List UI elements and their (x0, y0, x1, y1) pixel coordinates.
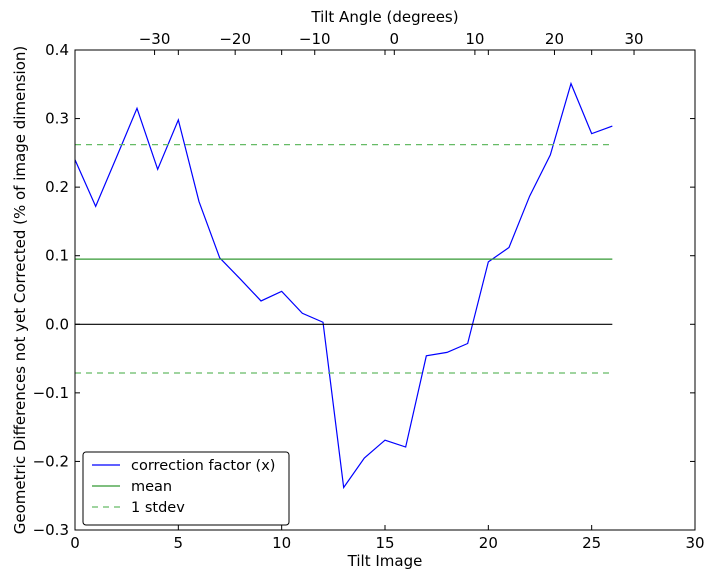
legend: correction factor (x) mean 1 stdev (82, 451, 290, 526)
x-tick-label: 5 (174, 534, 184, 552)
series-correction-factor-x (74, 81, 613, 490)
y-tick-label: −0.2 (33, 452, 69, 470)
legend-box (82, 451, 290, 526)
series-layer (74, 81, 613, 490)
x2-tick-label: 20 (545, 30, 564, 48)
y-axis-label: Geometric Differences not yet Corrected … (11, 46, 29, 535)
x-axis-label: Tilt Image (347, 552, 423, 570)
y-tick-label: 0.3 (45, 110, 69, 128)
x2-tick-label: −30 (139, 30, 171, 48)
x-tick-label: 30 (685, 534, 704, 552)
y-tick-label: −0.1 (33, 384, 69, 402)
x-tick-label: 25 (582, 534, 601, 552)
x2-tick-label: 0 (390, 30, 400, 48)
x-tick-label: 20 (479, 534, 498, 552)
legend-label: correction factor (x) (131, 458, 275, 474)
y-tick-label: 0.0 (45, 315, 69, 333)
x-tick-label: 10 (272, 534, 291, 552)
x2-tick-label: −20 (219, 30, 251, 48)
y-tick-label: 0.2 (45, 178, 69, 196)
y-tick-label: −0.3 (33, 521, 69, 539)
x2-tick-label: −10 (299, 30, 331, 48)
x2-tick-label: 10 (465, 30, 484, 48)
top-axis-label: Tilt Angle (degrees) (310, 8, 458, 26)
x2-tick-label: 30 (624, 30, 643, 48)
legend-label: mean (131, 479, 172, 495)
x-tick-label: 15 (375, 534, 394, 552)
ticks-layer: 0 5 10 15 20 25 30 −30 −20 −10 0 10 20 30 −0.3 −0.2 −0.1… (33, 30, 705, 552)
y-tick-label: 0.4 (45, 41, 69, 59)
y-tick-label: 0.1 (45, 247, 69, 265)
legend-label: 1 stdev (131, 500, 185, 516)
x-tick-label: 0 (70, 534, 80, 552)
